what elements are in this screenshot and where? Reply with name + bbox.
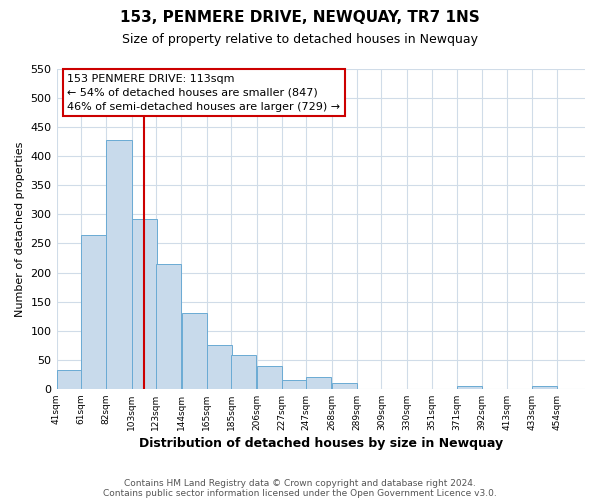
Text: Size of property relative to detached houses in Newquay: Size of property relative to detached ho… (122, 32, 478, 46)
Bar (282, 380, 307, 389)
Y-axis label: Number of detached properties: Number of detached properties (15, 141, 25, 316)
Text: Contains public sector information licensed under the Open Government Licence v3: Contains public sector information licen… (103, 488, 497, 498)
Bar (106, 140, 131, 389)
Bar (207, 344, 232, 389)
Bar (332, 383, 357, 389)
Bar (307, 377, 331, 389)
Text: 153, PENMERE DRIVE, NEWQUAY, TR7 1NS: 153, PENMERE DRIVE, NEWQUAY, TR7 1NS (120, 10, 480, 25)
Bar (457, 386, 482, 389)
Bar (57, 370, 82, 389)
Bar (532, 386, 557, 389)
Bar (132, 219, 157, 389)
Text: Contains HM Land Registry data © Crown copyright and database right 2024.: Contains HM Land Registry data © Crown c… (124, 478, 476, 488)
Bar (81, 234, 106, 389)
Bar (231, 354, 256, 389)
Bar (257, 366, 282, 389)
Bar (182, 313, 206, 389)
Bar (156, 264, 181, 389)
Text: 153 PENMERE DRIVE: 113sqm
← 54% of detached houses are smaller (847)
46% of semi: 153 PENMERE DRIVE: 113sqm ← 54% of detac… (67, 74, 340, 112)
X-axis label: Distribution of detached houses by size in Newquay: Distribution of detached houses by size … (139, 437, 503, 450)
